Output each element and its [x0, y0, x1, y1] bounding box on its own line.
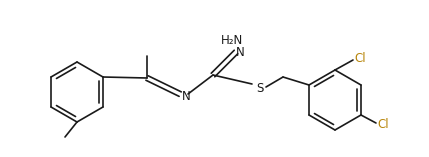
Text: H₂N: H₂N	[221, 33, 243, 46]
Text: Cl: Cl	[354, 52, 366, 65]
Text: S: S	[256, 81, 264, 95]
Text: N: N	[236, 46, 245, 59]
Text: Cl: Cl	[377, 119, 389, 132]
Text: N: N	[181, 89, 190, 103]
